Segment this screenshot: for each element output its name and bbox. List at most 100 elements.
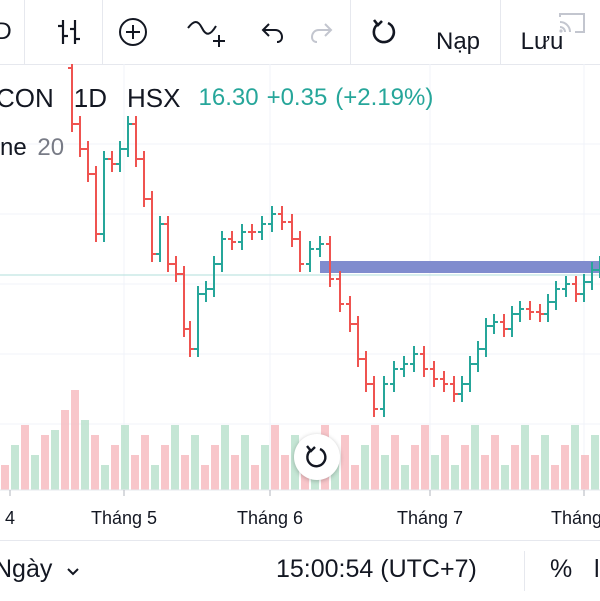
percent-scale-toggle[interactable]: %	[550, 555, 573, 583]
volume-bar	[21, 425, 29, 490]
bar-style-button[interactable]	[44, 0, 94, 64]
top-toolbar: D	[0, 0, 600, 65]
date-range-label: Ngày	[0, 555, 53, 583]
volume-bar	[461, 445, 469, 490]
volume-bar	[501, 465, 509, 490]
toolbar-divider	[350, 0, 351, 64]
drawing-tools-button[interactable]	[178, 0, 234, 64]
volume-bar	[161, 445, 169, 490]
bar-style-icon	[58, 20, 80, 44]
add-indicator-icon	[119, 18, 147, 46]
volume-bar	[171, 425, 179, 490]
refresh-button[interactable]	[364, 0, 404, 64]
toolbar-divider	[24, 0, 25, 64]
volume-bar	[191, 435, 199, 490]
reset-chart-button[interactable]	[294, 434, 340, 480]
volume-bar	[41, 435, 49, 490]
volume-bar	[401, 465, 409, 490]
save-button[interactable]: Lưu	[510, 10, 574, 74]
volume-bar	[121, 425, 129, 490]
price-chart[interactable]: 4 Tháng 5 Tháng 6 Tháng 7 Tháng 7	[0, 64, 600, 540]
highlight-zone-rectangle[interactable]	[320, 261, 600, 273]
cast-button[interactable]	[552, 4, 592, 44]
volume-bar	[561, 445, 569, 490]
time-axis-label: Tháng 7	[551, 508, 600, 528]
volume-bar	[61, 410, 69, 490]
legend-symbol: CON	[0, 82, 54, 113]
candlestick-series	[68, 64, 600, 417]
volume-bar	[301, 465, 309, 490]
volume-bar	[281, 455, 289, 490]
time-axis-label: Tháng 7	[397, 508, 463, 528]
volume-bar	[261, 445, 269, 490]
legend-change: +0.35	[266, 84, 328, 111]
volume-bar	[361, 445, 369, 490]
bottom-divider	[524, 551, 525, 591]
volume-bar	[71, 390, 79, 490]
volume-bar	[391, 435, 399, 490]
volume-bar	[471, 425, 479, 490]
refresh-icon	[372, 19, 396, 44]
volume-bar	[411, 445, 419, 490]
legend-last-price: 16.30	[198, 84, 259, 111]
volume-bar	[101, 465, 109, 490]
volume-bar	[511, 445, 519, 490]
volume-bar	[211, 445, 219, 490]
bottom-bar: Ngày 15:00:54 (UTC+7) % l	[0, 540, 600, 601]
legend-exchange: HSX	[127, 82, 181, 113]
volume-bar	[91, 435, 99, 490]
volume-bar	[51, 430, 59, 490]
clock-timezone[interactable]: 15:00:54 (UTC+7)	[276, 555, 477, 583]
volume-bar	[131, 455, 139, 490]
volume-bar	[551, 465, 559, 490]
volume-bars	[1, 390, 599, 490]
moving-average-label: ne	[0, 134, 27, 161]
symbol-legend[interactable]: CON 1D HSX 16.30 +0.35 (+2.19%)	[0, 80, 433, 116]
volume-bar	[251, 465, 259, 490]
date-range-selector[interactable]: Ngày	[0, 541, 90, 601]
interval-button[interactable]: D	[0, 0, 14, 64]
chart-grid	[0, 64, 600, 490]
volume-bar	[11, 445, 19, 490]
redo-button[interactable]	[304, 0, 340, 64]
volume-bar	[521, 425, 529, 490]
volume-bar	[451, 465, 459, 490]
volume-bar	[331, 455, 339, 490]
legend-change-percent: (+2.19%)	[335, 84, 434, 111]
volume-bar	[31, 455, 39, 490]
volume-bar	[421, 425, 429, 490]
volume-bar	[81, 420, 89, 490]
undo-icon	[261, 23, 284, 43]
load-button-label: Nạp	[435, 28, 481, 55]
volume-bar	[1, 465, 9, 490]
toolbar-divider	[102, 0, 103, 64]
volume-bar	[271, 425, 279, 490]
volume-bar	[201, 465, 209, 490]
volume-bar	[341, 435, 349, 490]
volume-bar	[221, 425, 229, 490]
add-indicator-button[interactable]	[108, 0, 158, 64]
log-scale-toggle[interactable]: l	[594, 555, 600, 583]
volume-bar	[371, 425, 379, 490]
time-axis-label: Tháng 5	[91, 508, 157, 528]
volume-bar	[481, 455, 489, 490]
moving-average-legend[interactable]: ne 20	[0, 134, 64, 162]
chevron-down-icon	[67, 568, 79, 576]
toolbar-divider	[500, 0, 501, 64]
time-axis-label: Tháng 6	[237, 508, 303, 528]
volume-bar	[151, 465, 159, 490]
time-axis-label: 4	[5, 508, 15, 528]
volume-bar	[581, 455, 589, 490]
save-button-label: Lưu	[520, 28, 564, 55]
moving-average-period: 20	[37, 134, 65, 161]
volume-bar	[491, 435, 499, 490]
volume-bar	[431, 455, 439, 490]
volume-bar	[591, 435, 599, 490]
load-button[interactable]: Nạp	[424, 10, 492, 74]
legend-interval: 1D	[73, 82, 108, 113]
volume-bar	[111, 445, 119, 490]
volume-bar	[231, 455, 239, 490]
volume-bar	[381, 455, 389, 490]
undo-button[interactable]	[254, 0, 290, 64]
volume-bar	[181, 455, 189, 490]
